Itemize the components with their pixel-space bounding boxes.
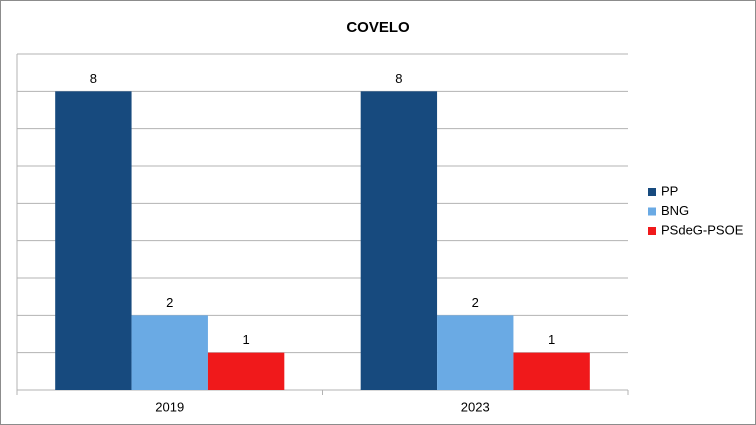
value-label: 2 <box>166 295 173 310</box>
value-label: 2 <box>472 295 479 310</box>
value-label: 1 <box>548 332 555 347</box>
bar <box>437 315 514 390</box>
legend-label: BNG <box>661 203 689 218</box>
bar <box>131 315 208 390</box>
bar <box>207 352 285 390</box>
legend-swatch <box>648 227 656 235</box>
chart-title: COVELO <box>346 19 410 36</box>
value-label: 1 <box>243 332 250 347</box>
legend-label: PSdeG-PSOE <box>661 222 744 237</box>
bar <box>55 91 132 390</box>
legend-swatch <box>648 188 656 196</box>
value-label: 8 <box>395 71 402 86</box>
bar <box>360 91 438 390</box>
legend-swatch <box>648 207 656 216</box>
bar <box>513 352 590 390</box>
x-tick-label: 2023 <box>461 399 490 414</box>
x-tick-label: 2019 <box>155 399 184 414</box>
legend-label: PP <box>661 183 678 198</box>
value-label: 8 <box>90 71 97 86</box>
